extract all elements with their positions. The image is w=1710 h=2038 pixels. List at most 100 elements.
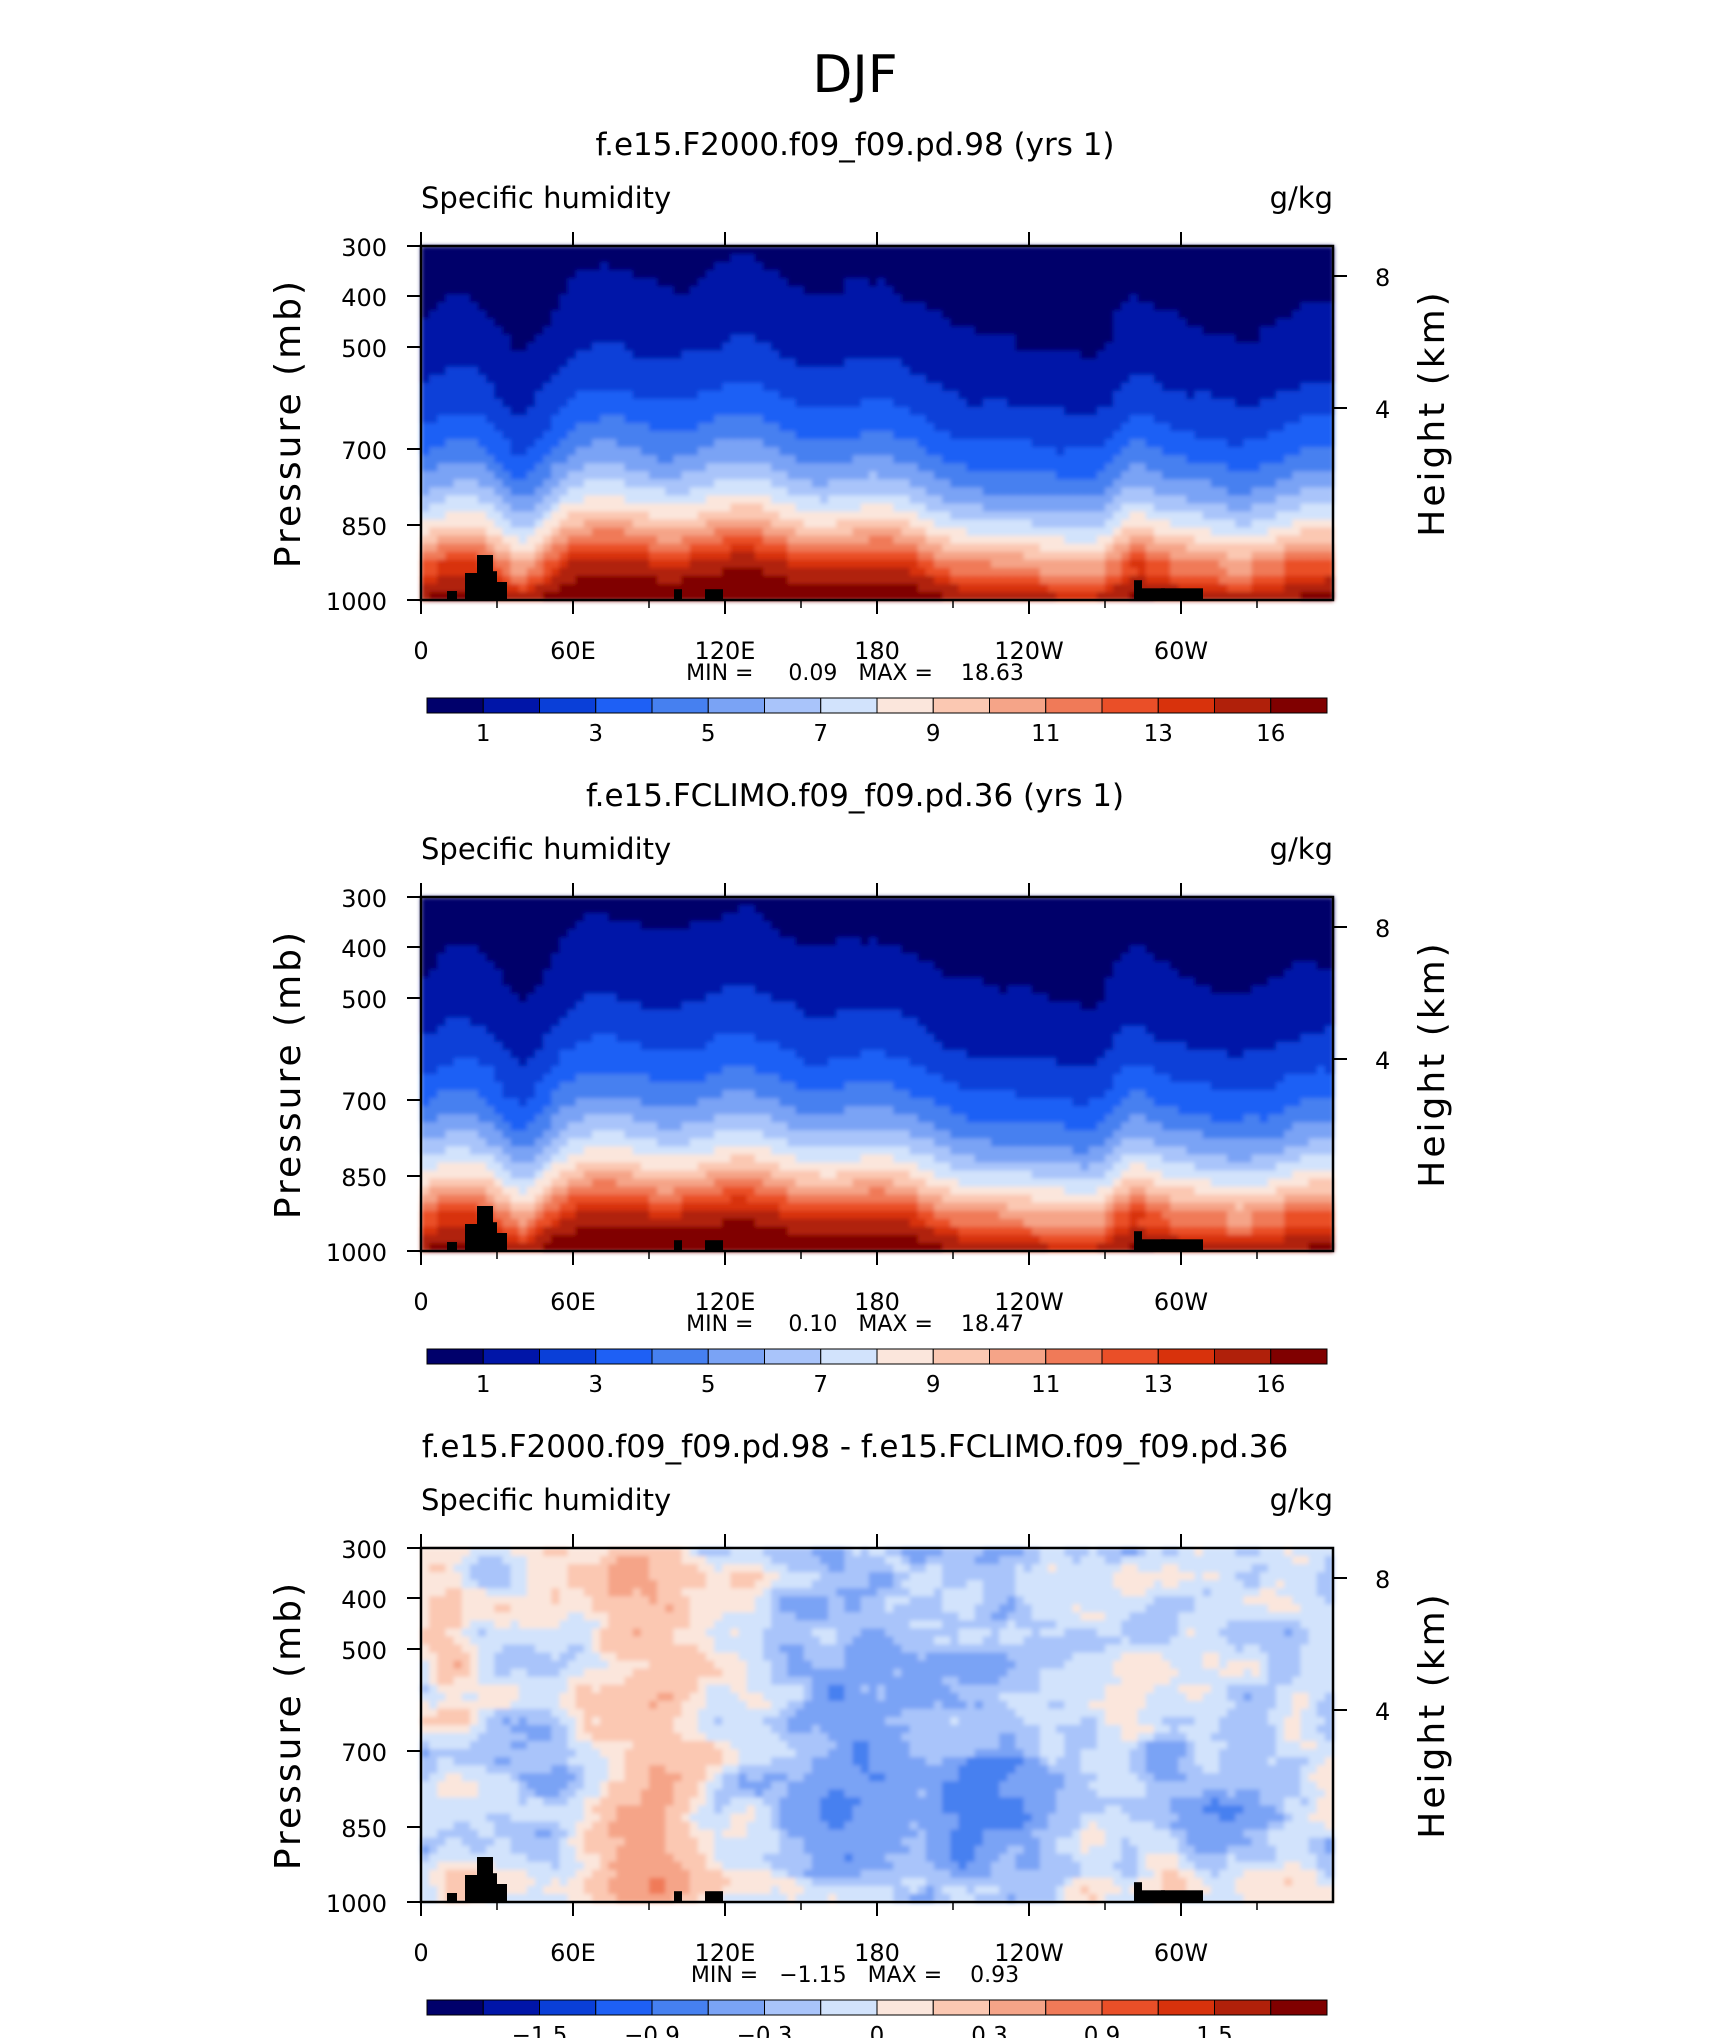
contour-cell — [1235, 358, 1245, 368]
y2-axis-title: Height (km) — [1412, 289, 1453, 536]
contour-cell — [1113, 567, 1123, 577]
contour-cell — [885, 567, 895, 577]
contour-cell — [706, 463, 715, 473]
contour-cell — [771, 551, 781, 561]
contour-cell — [877, 479, 886, 489]
contour-cell — [1162, 495, 1171, 505]
contour-cell — [868, 358, 878, 368]
contour-cell — [803, 254, 813, 263]
contour-cell — [1219, 278, 1228, 288]
contour-cell — [893, 390, 903, 400]
contour-cell — [486, 487, 496, 497]
contour-cell — [1300, 414, 1310, 424]
contour-cell — [901, 334, 911, 344]
contour-cell — [1064, 310, 1074, 320]
contour-cell — [453, 406, 463, 416]
contour-cell — [706, 358, 715, 368]
contour-cell — [958, 511, 968, 521]
contour-cell — [1096, 374, 1106, 384]
contour-cell — [429, 310, 439, 320]
contour-cell — [982, 390, 992, 400]
contour-cell — [917, 374, 927, 384]
contour-cell — [1210, 270, 1220, 279]
contour-cell — [632, 567, 642, 577]
contour-cell — [421, 431, 430, 440]
contour-cell — [1300, 318, 1310, 328]
contour-cell — [746, 390, 756, 400]
contour-cell — [697, 358, 707, 368]
contour-cell — [1088, 479, 1098, 489]
contour-cell — [885, 350, 895, 360]
contour-cell — [1324, 455, 1334, 465]
contour-cell — [746, 318, 756, 328]
contour-cell — [526, 551, 536, 561]
contour-cell — [828, 495, 838, 505]
contour-cell — [1202, 262, 1212, 271]
contour-cell — [811, 567, 821, 577]
contour-cell — [754, 495, 764, 505]
contour-cell — [681, 511, 691, 521]
contour-cell — [893, 286, 903, 296]
contour-cell — [1186, 342, 1196, 352]
contour-cell — [1292, 463, 1302, 473]
contour-cell — [535, 431, 544, 440]
contour-cell — [1007, 575, 1017, 585]
contour-cell — [510, 527, 520, 537]
contour-cell — [877, 310, 886, 320]
contour-cell — [958, 583, 968, 593]
contour-cell — [1048, 342, 1057, 352]
contour-cell — [934, 246, 943, 255]
contour-cell — [1324, 567, 1334, 577]
contour-cell — [665, 567, 675, 577]
contour-cell — [632, 583, 642, 593]
contour-cell — [1072, 575, 1082, 585]
contour-cell — [1121, 559, 1131, 569]
contour-cell — [575, 286, 585, 296]
contour-cell — [1080, 390, 1090, 400]
contour-cell — [1153, 254, 1163, 263]
contour-cell — [453, 350, 463, 360]
contour-cell — [763, 431, 772, 440]
contour-cell — [771, 326, 781, 336]
contour-cell — [803, 463, 813, 473]
contour-cell — [714, 527, 724, 537]
contour-cell — [1210, 358, 1220, 368]
contour-cell — [1186, 455, 1196, 465]
contour-cell — [1031, 511, 1041, 521]
contour-cell — [925, 262, 935, 271]
contour-cell — [1300, 246, 1310, 255]
contour-cell — [1267, 471, 1277, 481]
contour-cell — [836, 398, 846, 408]
contour-cell — [909, 254, 919, 263]
contour-cell — [608, 318, 618, 328]
contour-cell — [1276, 286, 1285, 296]
contour-cell — [559, 278, 569, 288]
contour-cell — [1235, 559, 1245, 569]
contour-cell — [1292, 294, 1302, 304]
contour-cell — [771, 398, 781, 408]
contour-cell — [1023, 398, 1033, 408]
contour-cell — [991, 423, 1000, 432]
contour-cell — [730, 567, 740, 577]
contour-cell — [1267, 270, 1277, 279]
contour-cell — [469, 350, 479, 360]
contour-cell — [445, 334, 455, 344]
x-tick-label: 180 — [854, 637, 900, 665]
contour-cell — [1267, 431, 1277, 440]
contour-cell — [518, 342, 528, 352]
contour-cell — [1251, 318, 1261, 328]
contour-cell — [608, 382, 618, 392]
contour-cell — [421, 270, 430, 279]
contour-cell — [453, 471, 463, 481]
contour-cell — [942, 455, 952, 465]
contour-cell — [730, 366, 740, 376]
contour-cell — [706, 406, 715, 416]
contour-cell — [697, 342, 707, 352]
contour-cell — [535, 358, 544, 368]
contour-cell — [559, 374, 569, 384]
contour-cell — [982, 366, 992, 376]
contour-cell — [1243, 455, 1253, 465]
contour-cell — [901, 278, 911, 288]
contour-cell — [877, 326, 886, 336]
contour-cell — [1202, 294, 1212, 304]
